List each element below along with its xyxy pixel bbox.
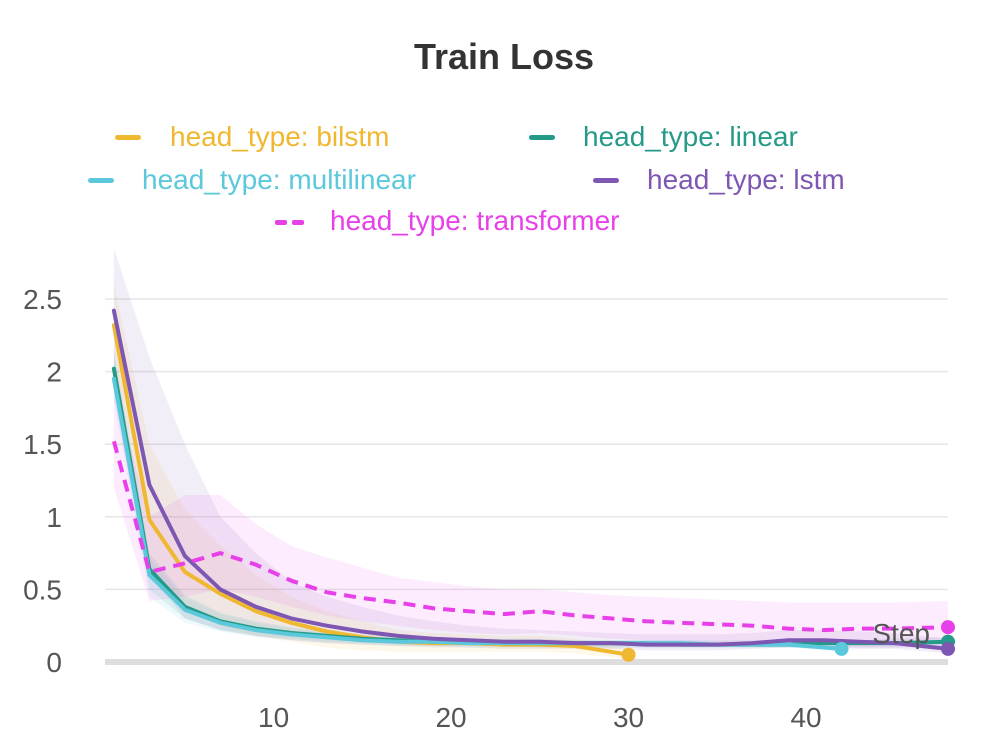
y-tick-label-2: 1 xyxy=(46,502,62,533)
series-end-markers xyxy=(621,620,955,662)
legend-label-bilstm[interactable]: head_type: bilstm xyxy=(170,121,390,152)
y-tick-label-0: 0 xyxy=(46,647,62,678)
y-tick-label-5: 2.5 xyxy=(23,284,62,315)
legend-swatch-bilstm xyxy=(115,135,141,140)
legend-swatch-transformer-a xyxy=(275,220,287,225)
band-1 xyxy=(113,349,948,648)
legend-label-multilinear[interactable]: head_type: multilinear xyxy=(142,164,416,195)
series-line-3 xyxy=(111,308,950,651)
legend-swatch-multilinear xyxy=(88,178,114,183)
legend-label-lstm[interactable]: head_type: lstm xyxy=(647,164,845,195)
legend-swatch-lstm xyxy=(593,178,619,183)
x-axis-label: Step xyxy=(872,618,930,649)
series-lines xyxy=(111,308,950,657)
y-axis-ticks: 0 0.5 1 1.5 2 2.5 xyxy=(23,284,62,678)
series-end-marker-2 xyxy=(834,641,849,656)
series-end-marker-3 xyxy=(941,641,955,656)
x-tick-label-3: 40 xyxy=(790,702,821,733)
band-2 xyxy=(113,357,842,652)
y-tick-label-4: 2 xyxy=(46,357,62,388)
series-end-marker-0 xyxy=(621,647,636,662)
legend-swatch-transformer-b xyxy=(292,220,304,225)
x-tick-label-1: 20 xyxy=(435,702,466,733)
x-tick-label-0: 10 xyxy=(258,702,289,733)
band-0 xyxy=(113,284,629,660)
series-end-marker-4 xyxy=(941,620,955,635)
x-axis-ticks: 10 20 30 40 xyxy=(258,702,822,733)
legend-label-transformer[interactable]: head_type: transformer xyxy=(330,205,620,236)
y-tick-label-1: 0.5 xyxy=(23,574,62,605)
legend-label-linear[interactable]: head_type: linear xyxy=(583,121,798,152)
legend-swatch-linear xyxy=(529,135,555,140)
y-tick-label-3: 1.5 xyxy=(23,429,62,460)
series-line-4 xyxy=(111,440,949,633)
gridlines xyxy=(105,298,948,665)
band-4 xyxy=(113,386,948,648)
chart-title: Train Loss xyxy=(413,36,595,77)
x-tick-label-2: 30 xyxy=(613,702,644,733)
